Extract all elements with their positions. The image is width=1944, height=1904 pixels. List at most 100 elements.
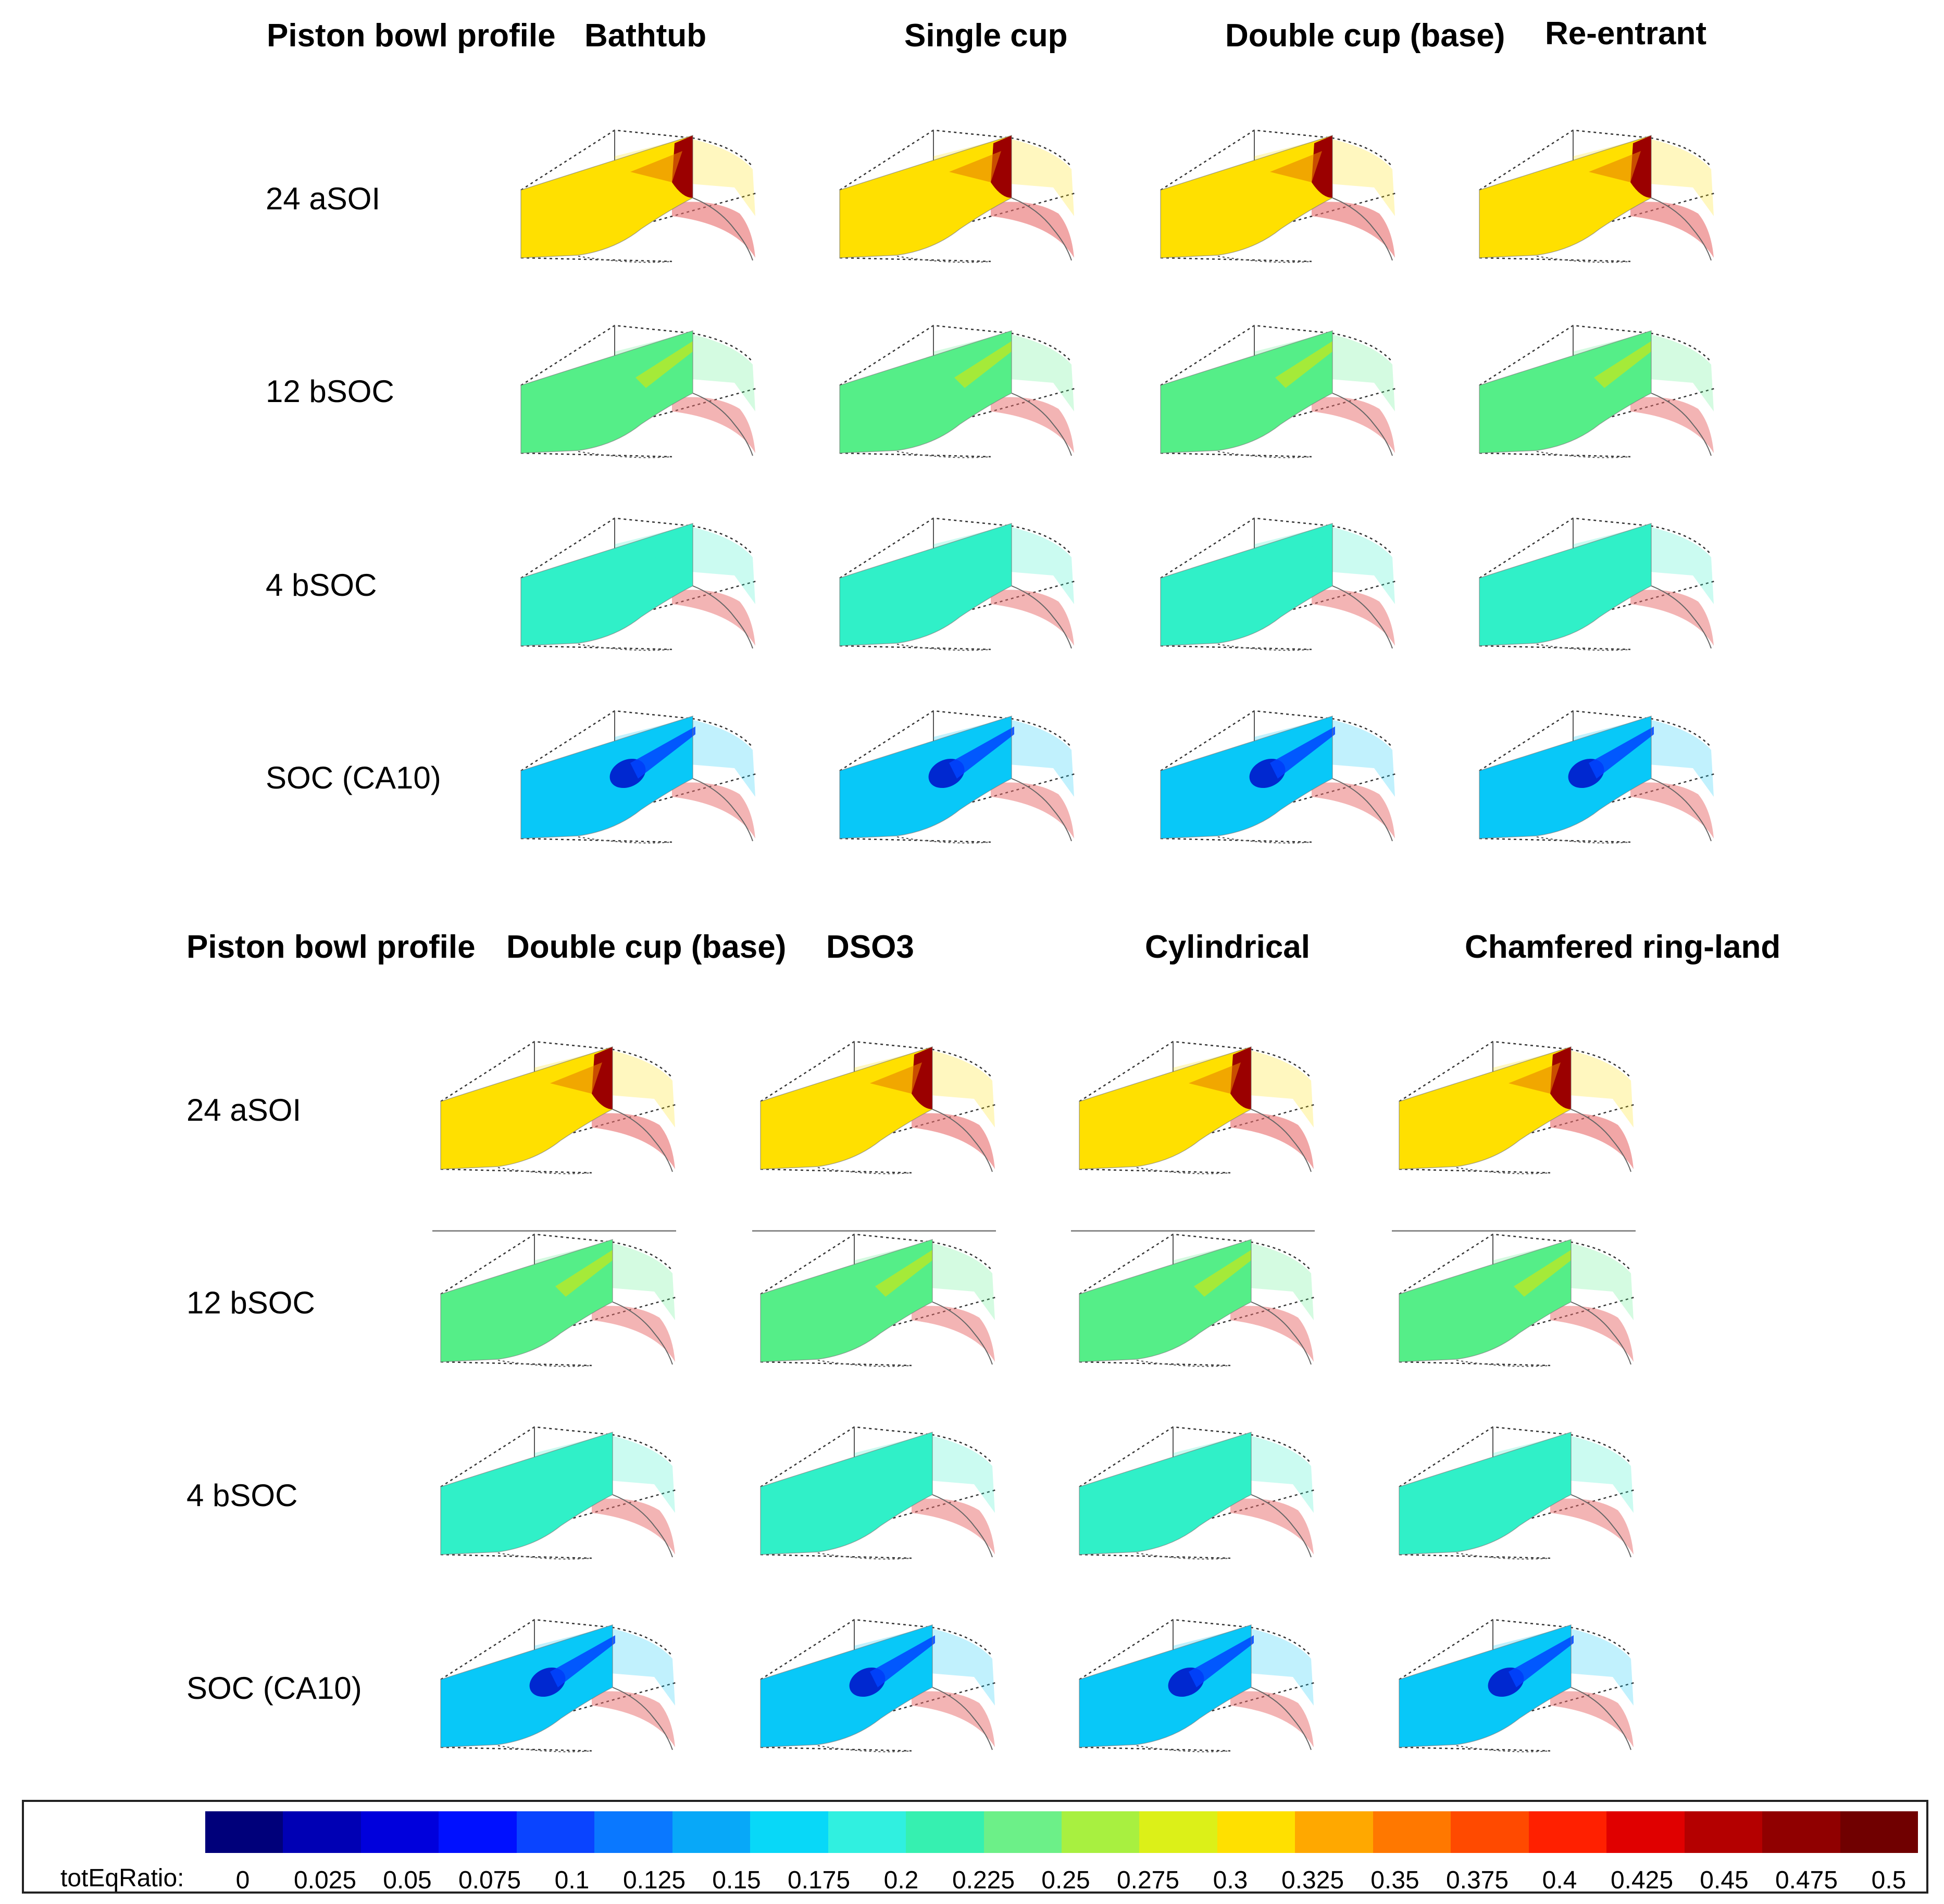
spray-sector-render xyxy=(1160,129,1398,263)
colorbar-swatch xyxy=(594,1811,672,1853)
spray-sector-render xyxy=(1399,1619,1637,1752)
colorbar-tick-label: 0.375 xyxy=(1445,1867,1509,1894)
spray-sector-render xyxy=(760,1619,998,1752)
panel1-row-label-4: SOC (CA10) xyxy=(266,760,441,795)
colorbar-swatch xyxy=(1528,1811,1607,1853)
colorbar-tick-label: 0.2 xyxy=(883,1867,919,1894)
panel1-row-label-1: 24 aSOI xyxy=(266,181,381,216)
colorbar-tick-label: 0.425 xyxy=(1610,1867,1674,1894)
panel2-profile-dso3: DSO3 xyxy=(826,929,914,965)
colorbar-swatch xyxy=(672,1811,751,1853)
spray-sector-render xyxy=(440,1426,678,1560)
colorbar-tick-label: 0.1 xyxy=(554,1867,590,1894)
panel2-profile-chamfered-ring-land: Chamfered ring-land xyxy=(1465,929,1781,965)
colorbar-swatch xyxy=(1606,1811,1685,1853)
colorbar-tick-label: 0.3 xyxy=(1213,1867,1248,1894)
spray-sector-render xyxy=(1399,1426,1637,1560)
panel1-header-label: Piston bowl profile xyxy=(267,18,556,54)
panel1-profile-bathtub: Bathtub xyxy=(584,18,707,54)
colorbar-tick-label: 0.15 xyxy=(712,1867,761,1894)
spray-sector-render xyxy=(520,129,758,263)
colorbar-swatch xyxy=(828,1811,906,1853)
colorbar-tick-label: 0 xyxy=(235,1867,250,1894)
spray-sector-render xyxy=(839,324,1077,458)
panel2-profile-cylindrical: Cylindrical xyxy=(1145,929,1310,965)
colorbar-swatch xyxy=(283,1811,361,1853)
separator-line xyxy=(1392,1230,1636,1232)
colorbar-tick-label: 0.5 xyxy=(1871,1867,1906,1894)
colorbar-swatch xyxy=(906,1811,984,1853)
colorbar-tick-label: 0.275 xyxy=(1116,1867,1180,1894)
colorbar-tick-label: 0.225 xyxy=(952,1867,1015,1894)
colorbar-swatch xyxy=(516,1811,595,1853)
colorbar-swatch xyxy=(360,1811,439,1853)
colorbar-swatch xyxy=(1139,1811,1217,1853)
panel2-row-label-2: 12 bSOC xyxy=(186,1285,315,1320)
panel2-row-label-4: SOC (CA10) xyxy=(186,1671,362,1706)
spray-sector-render xyxy=(839,517,1077,651)
colorbar-legend: totEqRatio: 0 0.025 0.05 0.075 0.1 0.125 0.15 0… xyxy=(22,1800,1928,1894)
panel1-row-label-2: 12 bSOC xyxy=(266,374,394,409)
spray-sector-render xyxy=(520,517,758,651)
panel1-row-label-3: 4 bSOC xyxy=(266,568,377,603)
colorbar-tick-label: 0.25 xyxy=(1041,1867,1090,1894)
spray-sector-render xyxy=(1399,1041,1637,1174)
spray-sector-render xyxy=(1079,1426,1317,1560)
spray-sector-render xyxy=(839,710,1077,844)
colorbar-tick-label: 0.125 xyxy=(622,1867,686,1894)
colorbar-swatch xyxy=(750,1811,828,1853)
colorbar-swatch xyxy=(1684,1811,1763,1853)
panel2-row-label-1: 24 aSOI xyxy=(186,1093,302,1128)
colorbar-tick-label: 0.025 xyxy=(293,1867,357,1894)
spray-sector-render xyxy=(1479,129,1717,263)
separator-line xyxy=(1071,1230,1315,1232)
panel2-row-label-3: 4 bSOC xyxy=(186,1478,298,1513)
colorbar-swatch xyxy=(1061,1811,1140,1853)
spray-sector-render xyxy=(1079,1233,1317,1367)
separator-line xyxy=(752,1230,996,1232)
spray-sector-render xyxy=(440,1233,678,1367)
colorbar-tick-label: 0.075 xyxy=(458,1867,521,1894)
colorbar-tick-label: 0.35 xyxy=(1370,1867,1419,1894)
colorbar-swatch xyxy=(1762,1811,1840,1853)
panel2-profile-double-cup: Double cup (base) xyxy=(506,929,787,965)
colorbar-tick-label: 0.175 xyxy=(787,1867,851,1894)
colorbar-tick-label: 0.475 xyxy=(1775,1867,1838,1894)
spray-sector-render xyxy=(520,324,758,458)
colorbar-swatch xyxy=(439,1811,517,1853)
colorbar-swatch xyxy=(1217,1811,1295,1853)
spray-sector-render xyxy=(520,710,758,844)
spray-sector-render xyxy=(760,1233,998,1367)
spray-sector-render xyxy=(839,129,1077,263)
colorbar-swatch xyxy=(1295,1811,1373,1853)
spray-sector-render xyxy=(1479,710,1717,844)
spray-sector-render xyxy=(1160,710,1398,844)
spray-sector-render xyxy=(1079,1619,1317,1752)
spray-sector-render xyxy=(1479,324,1717,458)
spray-sector-render xyxy=(1160,324,1398,458)
spray-sector-render xyxy=(1079,1041,1317,1174)
panel1-profile-single-cup: Single cup xyxy=(904,18,1068,54)
spray-sector-render xyxy=(1399,1233,1637,1367)
spray-sector-render xyxy=(1160,517,1398,651)
colorbar xyxy=(205,1811,1918,1853)
colorbar-tick-label: 0.325 xyxy=(1281,1867,1344,1894)
colorbar-variable-label: totEqRatio: xyxy=(60,1864,184,1892)
panel2-header-label: Piston bowl profile xyxy=(186,929,476,965)
colorbar-swatch xyxy=(1373,1811,1451,1853)
panel1-profile-re-entrant: Re-entrant xyxy=(1545,16,1707,52)
separator-line xyxy=(432,1230,676,1232)
colorbar-swatch xyxy=(205,1811,283,1853)
panel1-profile-double-cup: Double cup (base) xyxy=(1225,18,1505,54)
spray-sector-render xyxy=(1479,517,1717,651)
colorbar-tick-label: 0.4 xyxy=(1542,1867,1577,1894)
colorbar-swatch xyxy=(1840,1811,1918,1853)
colorbar-tick-label: 0.45 xyxy=(1700,1867,1749,1894)
colorbar-swatch xyxy=(1451,1811,1529,1853)
spray-sector-render xyxy=(760,1041,998,1174)
spray-sector-render xyxy=(440,1619,678,1752)
colorbar-swatch xyxy=(983,1811,1062,1853)
spray-sector-render xyxy=(760,1426,998,1560)
spray-sector-render xyxy=(440,1041,678,1174)
colorbar-tick-label: 0.05 xyxy=(383,1867,432,1894)
